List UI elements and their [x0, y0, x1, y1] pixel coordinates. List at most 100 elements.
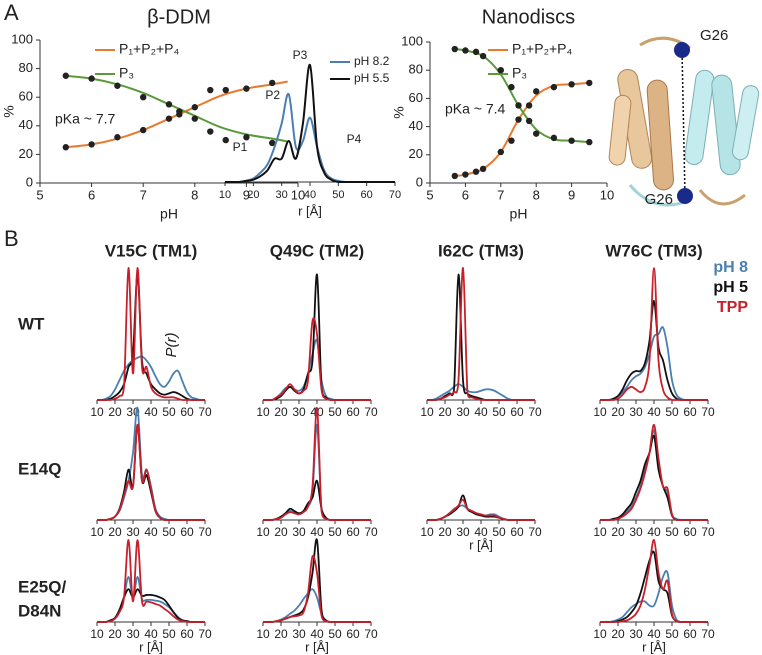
distance-curve	[263, 317, 371, 401]
y-axis-label: %	[1, 105, 17, 117]
column-title: V15C (TM1)	[105, 241, 198, 260]
x-tick-label: 30	[126, 627, 140, 641]
x-tick-label: 30	[126, 525, 140, 539]
x-tick-label: 50	[332, 189, 344, 201]
x-tick-label: 10	[593, 525, 607, 539]
x-tick-label: 9	[243, 187, 250, 202]
x-tick-label: 40	[144, 525, 158, 539]
x-tick-label: 10	[593, 405, 607, 419]
data-point	[62, 144, 69, 151]
x-tick-label: 70	[364, 525, 378, 539]
x-tick-label: 70	[364, 405, 378, 419]
data-point	[462, 47, 469, 54]
peak-label: P2	[265, 88, 280, 102]
x-tick-label: 50	[328, 627, 342, 641]
x-tick-label: 10	[219, 189, 231, 201]
distance-curve	[263, 479, 371, 521]
x-tick-label: 20	[611, 627, 625, 641]
distance-curve	[97, 539, 205, 623]
legend-label: pH 5	[713, 279, 748, 296]
y-tick-label: 100	[11, 31, 33, 46]
x-tick-label: 40	[474, 525, 488, 539]
x-tick-label: 20	[274, 405, 288, 419]
x-tick-label: 60	[346, 525, 360, 539]
x-tick-label: 50	[162, 525, 176, 539]
distance-curve	[225, 63, 396, 184]
x-axis-label: pH	[510, 206, 528, 222]
x-tick-label: 60	[683, 525, 697, 539]
x-tick-label: 60	[361, 189, 373, 201]
distance-curve	[97, 588, 205, 623]
x-tick-label: 10	[291, 187, 305, 202]
x-tick-label: 50	[665, 525, 679, 539]
legend-label: TPP	[717, 299, 748, 316]
x-tick-label: 7	[140, 187, 147, 202]
x-axis-label: r [Å]	[642, 639, 666, 654]
x-tick-label: 70	[364, 627, 378, 641]
y-tick-label: 100	[401, 33, 423, 48]
distance-curve	[263, 338, 371, 401]
data-point	[508, 83, 515, 91]
data-point	[269, 139, 276, 147]
x-tick-label: 70	[528, 405, 542, 419]
x-tick-label: 60	[510, 525, 524, 539]
legend-label: pH 8.2	[354, 54, 390, 68]
distance-curve	[97, 423, 205, 521]
column-title: Q49C (TM2)	[270, 241, 364, 260]
x-tick-label: 20	[247, 189, 259, 201]
x-tick-label: 60	[683, 627, 697, 641]
y-axis-label: %	[391, 106, 407, 118]
distance-curve	[600, 326, 708, 401]
x-tick-label: 10	[420, 405, 434, 419]
x-tick-label: 6	[88, 187, 95, 202]
x-tick-label: 60	[180, 525, 194, 539]
x-tick-label: 20	[611, 405, 625, 419]
x-tick-label: 40	[310, 627, 324, 641]
x-tick-label: 50	[492, 525, 506, 539]
data-point	[222, 86, 229, 94]
y-tick-label: 20	[19, 146, 33, 161]
x-tick-label: 8	[533, 187, 540, 202]
x-tick-label: 70	[701, 525, 715, 539]
x-tick-label: 60	[346, 627, 360, 641]
x-tick-label: 40	[310, 525, 324, 539]
x-tick-label: 60	[180, 405, 194, 419]
x-tick-label: 20	[438, 405, 452, 419]
row-label: E25Q/	[18, 577, 66, 596]
x-tick-label: 40	[474, 405, 488, 419]
x-tick-label: 50	[665, 405, 679, 419]
x-tick-label: 5	[36, 187, 43, 202]
x-tick-label: 7	[497, 187, 504, 202]
x-axis-label: r [Å]	[298, 203, 322, 218]
x-tick-label: 10	[593, 627, 607, 641]
distance-curve	[97, 355, 205, 401]
distance-curve	[263, 538, 371, 623]
x-tick-label: 20	[274, 627, 288, 641]
data-point	[550, 83, 558, 91]
x-tick-label: 20	[274, 525, 288, 539]
data-point	[508, 137, 515, 144]
distance-curve	[600, 550, 708, 623]
y-tick-label: 60	[19, 89, 33, 104]
x-tick-label: 30	[292, 627, 306, 641]
y-tick-label: 80	[19, 60, 33, 75]
y-tick-label: 80	[409, 62, 423, 77]
fit-line	[454, 81, 590, 177]
data-point	[62, 72, 69, 79]
x-tick-label: 50	[492, 405, 506, 419]
data-point	[525, 102, 533, 109]
distance-curve	[600, 429, 708, 521]
x-tick-label: 20	[108, 525, 122, 539]
data-point	[586, 79, 593, 87]
distance-curve	[263, 554, 371, 623]
x-tick-label: 70	[198, 627, 212, 641]
x-tick-label: 50	[162, 627, 176, 641]
data-point	[140, 126, 147, 134]
x-tick-label: 70	[198, 405, 212, 419]
x-tick-label: 30	[292, 405, 306, 419]
x-tick-label: 40	[647, 405, 661, 419]
data-point	[472, 48, 480, 56]
x-tick-label: 50	[162, 405, 176, 419]
legend-label: P₃	[119, 65, 134, 81]
x-axis-label: r [Å]	[469, 537, 493, 552]
